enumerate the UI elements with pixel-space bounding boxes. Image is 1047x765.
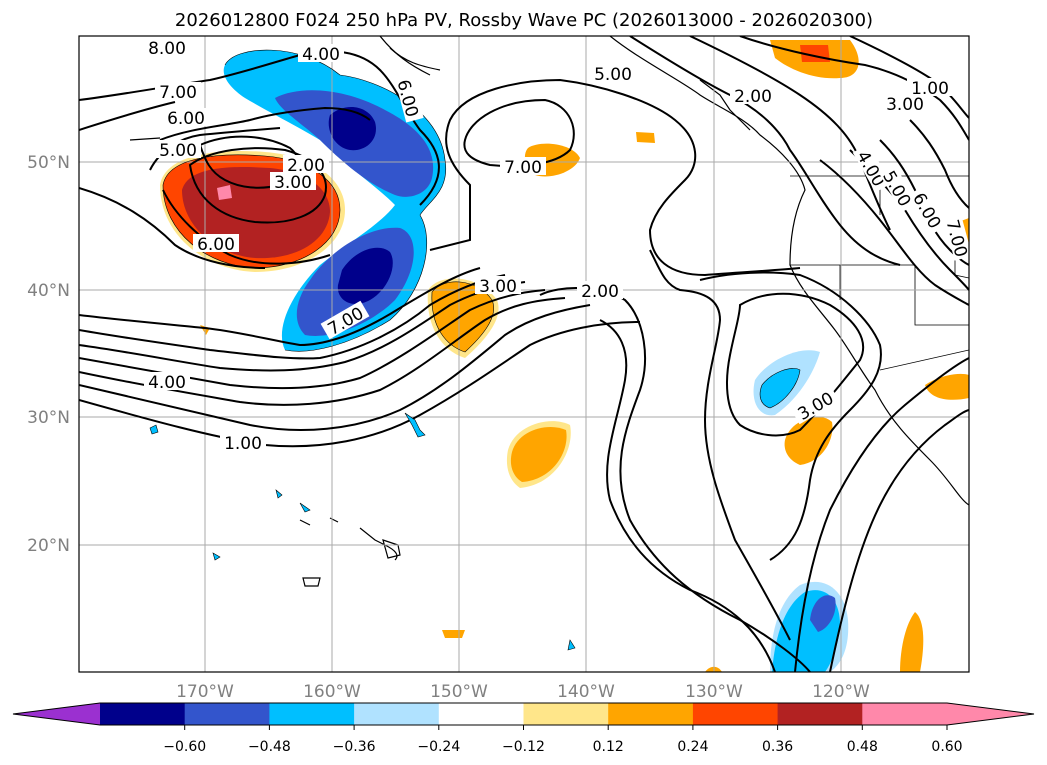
contour-label: 1.00 bbox=[220, 433, 266, 454]
lon-label: 150°W bbox=[430, 682, 488, 702]
svg-text:2.00: 2.00 bbox=[734, 87, 772, 107]
colorbar-over-extension bbox=[947, 703, 1034, 725]
colorbar-tick-label: −0.36 bbox=[333, 739, 376, 755]
figure-title: 2026012800 F024 250 hPa PV, Rossby Wave … bbox=[175, 10, 873, 31]
colorbar-bin bbox=[184, 703, 270, 725]
colorbar-tick-label: −0.24 bbox=[417, 739, 460, 755]
map-panel: 8.00 4.00 7.00 6.00 5.00 2.00 3.00 6.00 … bbox=[78, 35, 973, 673]
contour-label: 3.00 bbox=[475, 276, 521, 297]
contour-label: 7.00 bbox=[155, 82, 201, 103]
colorbar-tick-label: −0.60 bbox=[163, 739, 206, 755]
svg-text:5.00: 5.00 bbox=[594, 65, 632, 85]
colorbar-ticks: −0.60 −0.48 −0.36 −0.24 −0.12 0.12 0.24 0.36 0.4… bbox=[163, 725, 963, 755]
lat-label: 20°N bbox=[27, 536, 70, 556]
lon-label: 170°W bbox=[176, 682, 234, 702]
svg-text:4.00: 4.00 bbox=[148, 373, 186, 393]
svg-text:7.00: 7.00 bbox=[159, 83, 197, 103]
colorbar-bin bbox=[777, 703, 863, 725]
contour-label: 6.00 bbox=[193, 234, 239, 255]
svg-text:3.00: 3.00 bbox=[479, 277, 517, 297]
colorbar-tick-label: 0.24 bbox=[677, 739, 708, 755]
colorbar-bin bbox=[100, 703, 186, 725]
contour-label: 2.00 bbox=[577, 281, 623, 302]
map-background bbox=[79, 36, 969, 672]
colorbar-bin bbox=[523, 703, 609, 725]
colorbar-tick-label: 0.12 bbox=[593, 739, 624, 755]
svg-text:6.00: 6.00 bbox=[197, 235, 235, 255]
contour-label: 6.00 bbox=[163, 108, 209, 129]
contour-label: 1.00 bbox=[907, 78, 953, 99]
lon-label: 120°W bbox=[812, 682, 870, 702]
svg-text:2.00: 2.00 bbox=[581, 282, 619, 302]
svg-text:5.00: 5.00 bbox=[159, 141, 197, 161]
map-frame bbox=[78, 35, 970, 673]
colorbar-tick-label: 0.60 bbox=[931, 739, 962, 755]
contour-label: 4.00 bbox=[144, 372, 190, 393]
colorbar-bins bbox=[100, 703, 948, 725]
svg-text:4.00: 4.00 bbox=[302, 45, 340, 65]
svg-text:3.00: 3.00 bbox=[886, 95, 924, 115]
colorbar-bin bbox=[438, 703, 524, 725]
colorbar-under-extension bbox=[13, 703, 100, 725]
colorbar-bin bbox=[862, 703, 948, 725]
contour-label: 8.00 bbox=[144, 38, 190, 59]
svg-text:8.00: 8.00 bbox=[148, 39, 186, 59]
lon-label: 140°W bbox=[557, 682, 615, 702]
small-shaded-spots bbox=[149, 412, 576, 651]
lon-label: 130°W bbox=[685, 682, 743, 702]
contour-label: 5.00 bbox=[155, 140, 201, 161]
lat-label: 50°N bbox=[27, 153, 70, 173]
svg-text:7.00: 7.00 bbox=[504, 158, 542, 178]
longitude-labels: 170°W 160°W 150°W 140°W 130°W 120°W bbox=[176, 682, 870, 702]
latitude-labels: 50°N 40°N 30°N 20°N bbox=[27, 153, 70, 556]
colorbar-tick-label: −0.48 bbox=[248, 739, 291, 755]
colorbar-bin bbox=[269, 703, 355, 725]
contour-label: 3.00 bbox=[270, 172, 316, 193]
lat-label: 40°N bbox=[27, 281, 70, 301]
lat-label: 30°N bbox=[27, 408, 70, 428]
colorbar-outline bbox=[12, 702, 1035, 726]
colorbar-tick-label: 0.48 bbox=[847, 739, 878, 755]
shading-outlines bbox=[162, 49, 801, 409]
contour-label: 5.00 bbox=[590, 64, 636, 85]
contour-label: 7.00 bbox=[500, 157, 546, 178]
contour-label: 2.00 bbox=[283, 155, 329, 176]
contour-label: 2.00 bbox=[730, 86, 776, 107]
svg-text:6.00: 6.00 bbox=[167, 109, 205, 129]
svg-text:1.00: 1.00 bbox=[224, 434, 262, 454]
svg-text:3.00: 3.00 bbox=[274, 173, 312, 193]
colorbar: −0.60 −0.48 −0.36 −0.24 −0.12 0.12 0.24 0.36 0.4… bbox=[12, 702, 1035, 755]
colorbar-bin bbox=[354, 703, 440, 725]
svg-text:2.00: 2.00 bbox=[287, 156, 325, 176]
contour-label: 3.00 bbox=[882, 94, 928, 115]
lon-label: 160°W bbox=[303, 682, 361, 702]
colorbar-tick-label: −0.12 bbox=[502, 739, 545, 755]
contour-labels: 8.00 4.00 7.00 6.00 5.00 2.00 3.00 6.00 … bbox=[144, 38, 973, 454]
contour-label: 4.00 bbox=[298, 44, 344, 65]
colorbar-tick-label: 0.36 bbox=[762, 739, 793, 755]
colorbar-bin bbox=[608, 703, 694, 725]
colorbar-bin bbox=[692, 703, 779, 725]
